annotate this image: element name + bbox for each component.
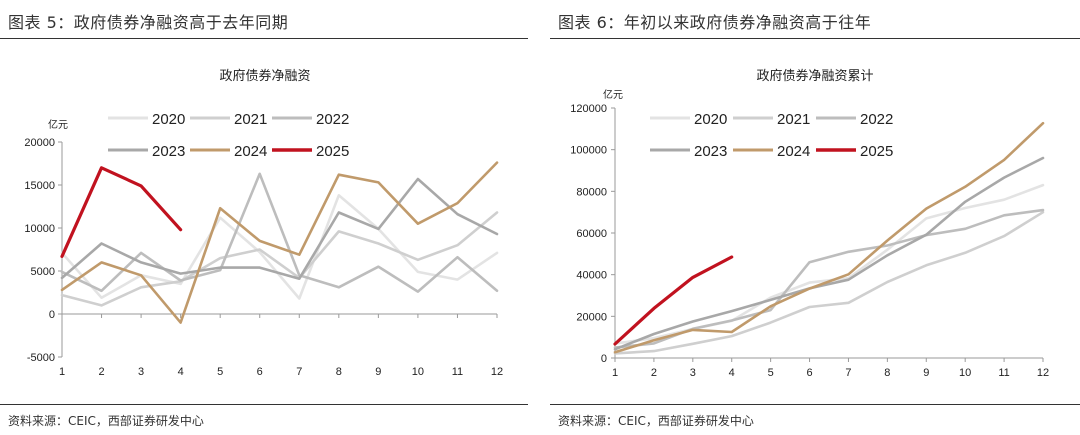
figure-6-panel: 图表 6：年初以来政府债券净融资高于往年 政府债券净融资累计亿元 0 20000 40…: [550, 0, 1080, 435]
fig6-x-tick-label: 3: [690, 367, 696, 379]
fig5-x-tick-label: 2: [98, 366, 104, 378]
fig6-series-2023-line: [613, 156, 1045, 351]
fig5-x-tick-label: 12: [491, 366, 503, 378]
fig5-x-tick-label: 3: [138, 366, 144, 378]
figure-5-panel: 图表 5：政府债券净融资高于去年同期 政府债券净融资亿元 -5000 0 5000 10…: [0, 0, 528, 435]
fig5-legend-label-2023: 2023: [152, 143, 185, 160]
fig5-legend-label-2021: 2021: [234, 111, 267, 128]
fig6-x-tick-label: 9: [923, 367, 929, 379]
fig6-y-tick-label: 120000: [570, 103, 607, 115]
fig5-x-tick-label: 10: [412, 366, 424, 378]
fig6-x-tick-label: 4: [729, 367, 735, 379]
fig6-legend-label-2023: 2023: [694, 143, 727, 160]
fig5-chart-title: 政府债券净融资: [219, 68, 310, 83]
fig5-x-tick-label: 6: [257, 366, 263, 378]
fig6-x-tick-label: 2: [651, 367, 657, 379]
fig5-x-tick-label: 8: [336, 366, 342, 378]
fig5-y-tick-label: 10000: [24, 223, 55, 235]
fig6-y-tick-label: 0: [601, 353, 607, 365]
figure-6-title: 图表 6：年初以来政府债券净融资高于往年: [558, 13, 872, 32]
fig5-x-tick-label: 4: [178, 366, 184, 378]
fig6-legend-label-2025: 2025: [860, 143, 893, 160]
fig5-y-tick-label: 5000: [31, 266, 55, 278]
fig5-x-tick-label: 7: [296, 366, 302, 378]
fig5-legend-label-2024: 2024: [234, 143, 267, 160]
fig5-x-tick-label: 11: [452, 366, 463, 378]
figure-5-source: 资料来源：CEIC，西部证券研发中心: [8, 414, 204, 428]
fig5-x-tick-label: 1: [59, 366, 65, 378]
fig6-y-tick-label: 80000: [576, 186, 607, 198]
fig5-y-unit-label: 亿元: [48, 118, 68, 131]
fig6-x-tick-label: 11: [998, 367, 1009, 379]
fig6-series-2025-line: [613, 255, 734, 346]
fig6-series-2024-line: [613, 121, 1045, 354]
fig6-legend-label-2021: 2021: [777, 111, 810, 128]
figure-5-title: 图表 5：政府债券净融资高于去年同期: [8, 13, 289, 32]
fig6-x-tick-label: 7: [845, 367, 851, 379]
fig6-x-tick-label: 12: [1037, 367, 1049, 379]
figure-6-bottom-rule: [550, 404, 1080, 405]
fig6-x-tick-label: 10: [959, 367, 971, 379]
fig6-y-unit-label: 亿元: [603, 88, 623, 101]
fig5-y-tick-label: 15000: [24, 180, 55, 192]
fig5-legend-label-2020: 2020: [152, 111, 185, 128]
fig6-y-tick-label: 100000: [570, 145, 607, 157]
fig6-chart-title: 政府债券净融资累计: [756, 68, 873, 83]
fig6-x-tick-label: 6: [806, 367, 812, 379]
figure-6-source: 资料来源：CEIC，西部证券研发中心: [558, 414, 754, 428]
fig6-x-tick-label: 1: [612, 367, 618, 379]
fig5-y-tick-label: -5000: [27, 352, 55, 364]
fig5-x-tick-label: 5: [217, 366, 223, 378]
fig5-series-2021-line: [60, 211, 499, 307]
fig5-y-tick-label: 0: [49, 309, 55, 321]
fig5-series-2024-line: [60, 161, 499, 324]
fig5-legend-label-2025: 2025: [316, 143, 349, 160]
figure-5-top-rule: [0, 38, 528, 39]
fig6-y-tick-label: 20000: [576, 311, 607, 323]
fig5-y-tick-label: 20000: [24, 137, 55, 149]
fig6-legend-label-2022: 2022: [860, 111, 893, 128]
figure-5-bottom-rule: [0, 404, 528, 405]
fig6-x-tick-label: 5: [768, 367, 774, 379]
fig5-series-2023-line: [60, 177, 499, 280]
fig5-x-tick-label: 9: [375, 366, 381, 378]
fig6-x-tick-label: 8: [884, 367, 890, 379]
fig5-legend-label-2022: 2022: [316, 111, 349, 128]
fig6-y-tick-label: 40000: [576, 270, 607, 282]
figure-6-top-rule: [550, 38, 1080, 39]
cumulative-net-financing-chart: 政府债券净融资累计亿元02000040000600008000010000012…: [570, 68, 1049, 379]
fig6-y-tick-label: 60000: [576, 228, 607, 240]
fig6-legend-label-2024: 2024: [777, 143, 810, 160]
fig5-series-2020-line: [60, 194, 499, 300]
fig6-series-2020-line: [613, 183, 1045, 345]
fig5-series-2025-line: [60, 166, 183, 258]
fig6-series-2021-line: [613, 210, 1045, 355]
fig6-legend-label-2020: 2020: [694, 111, 727, 128]
